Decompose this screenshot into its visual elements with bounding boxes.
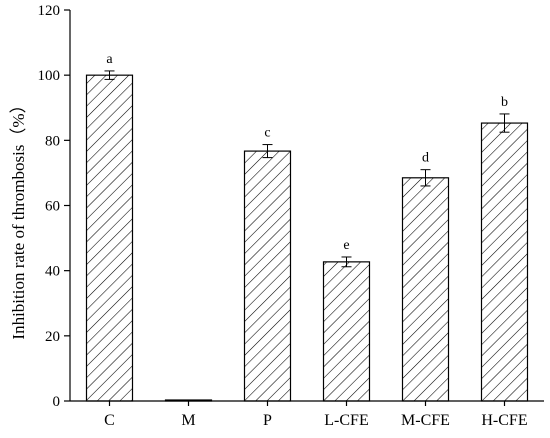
significance-label: b: [501, 95, 508, 110]
significance-label: d: [422, 151, 429, 166]
y-axis-title: Inhibition rate of thrombosis（%）: [9, 96, 28, 339]
y-tick-label: 40: [45, 264, 60, 280]
significance-label: e: [343, 238, 349, 253]
x-tick-label: C: [104, 412, 115, 429]
bar-h-cfe: [480, 122, 529, 402]
y-tick-label: 120: [38, 3, 61, 19]
y-tick-label: 60: [45, 199, 60, 215]
y-tick-label: 20: [45, 329, 60, 345]
significance-labels-group: a c e d b: [106, 52, 508, 253]
x-tick-label: M-CFE: [401, 412, 450, 429]
x-tick-label: L-CFE: [324, 412, 368, 429]
x-tick-label: H-CFE: [481, 412, 527, 429]
error-bars-group: [104, 70, 510, 268]
x-tick-label: P: [263, 412, 272, 429]
bar-p: [243, 150, 292, 402]
bar-l-cfe: [322, 261, 371, 402]
y-tick-label: 0: [53, 394, 61, 410]
y-axis: 0 20 40 60 80 100 120: [38, 3, 70, 410]
bars-group: [85, 74, 529, 402]
bar-c: [85, 74, 134, 402]
significance-label: a: [106, 52, 113, 67]
y-tick-label: 100: [38, 68, 61, 84]
y-tick-label: 80: [45, 133, 60, 149]
x-tick-label: M: [181, 412, 195, 429]
bar-m-cfe: [401, 177, 450, 402]
significance-label: c: [264, 126, 270, 141]
x-axis: C M P L-CFE M-CFE H-CFE: [104, 401, 528, 429]
